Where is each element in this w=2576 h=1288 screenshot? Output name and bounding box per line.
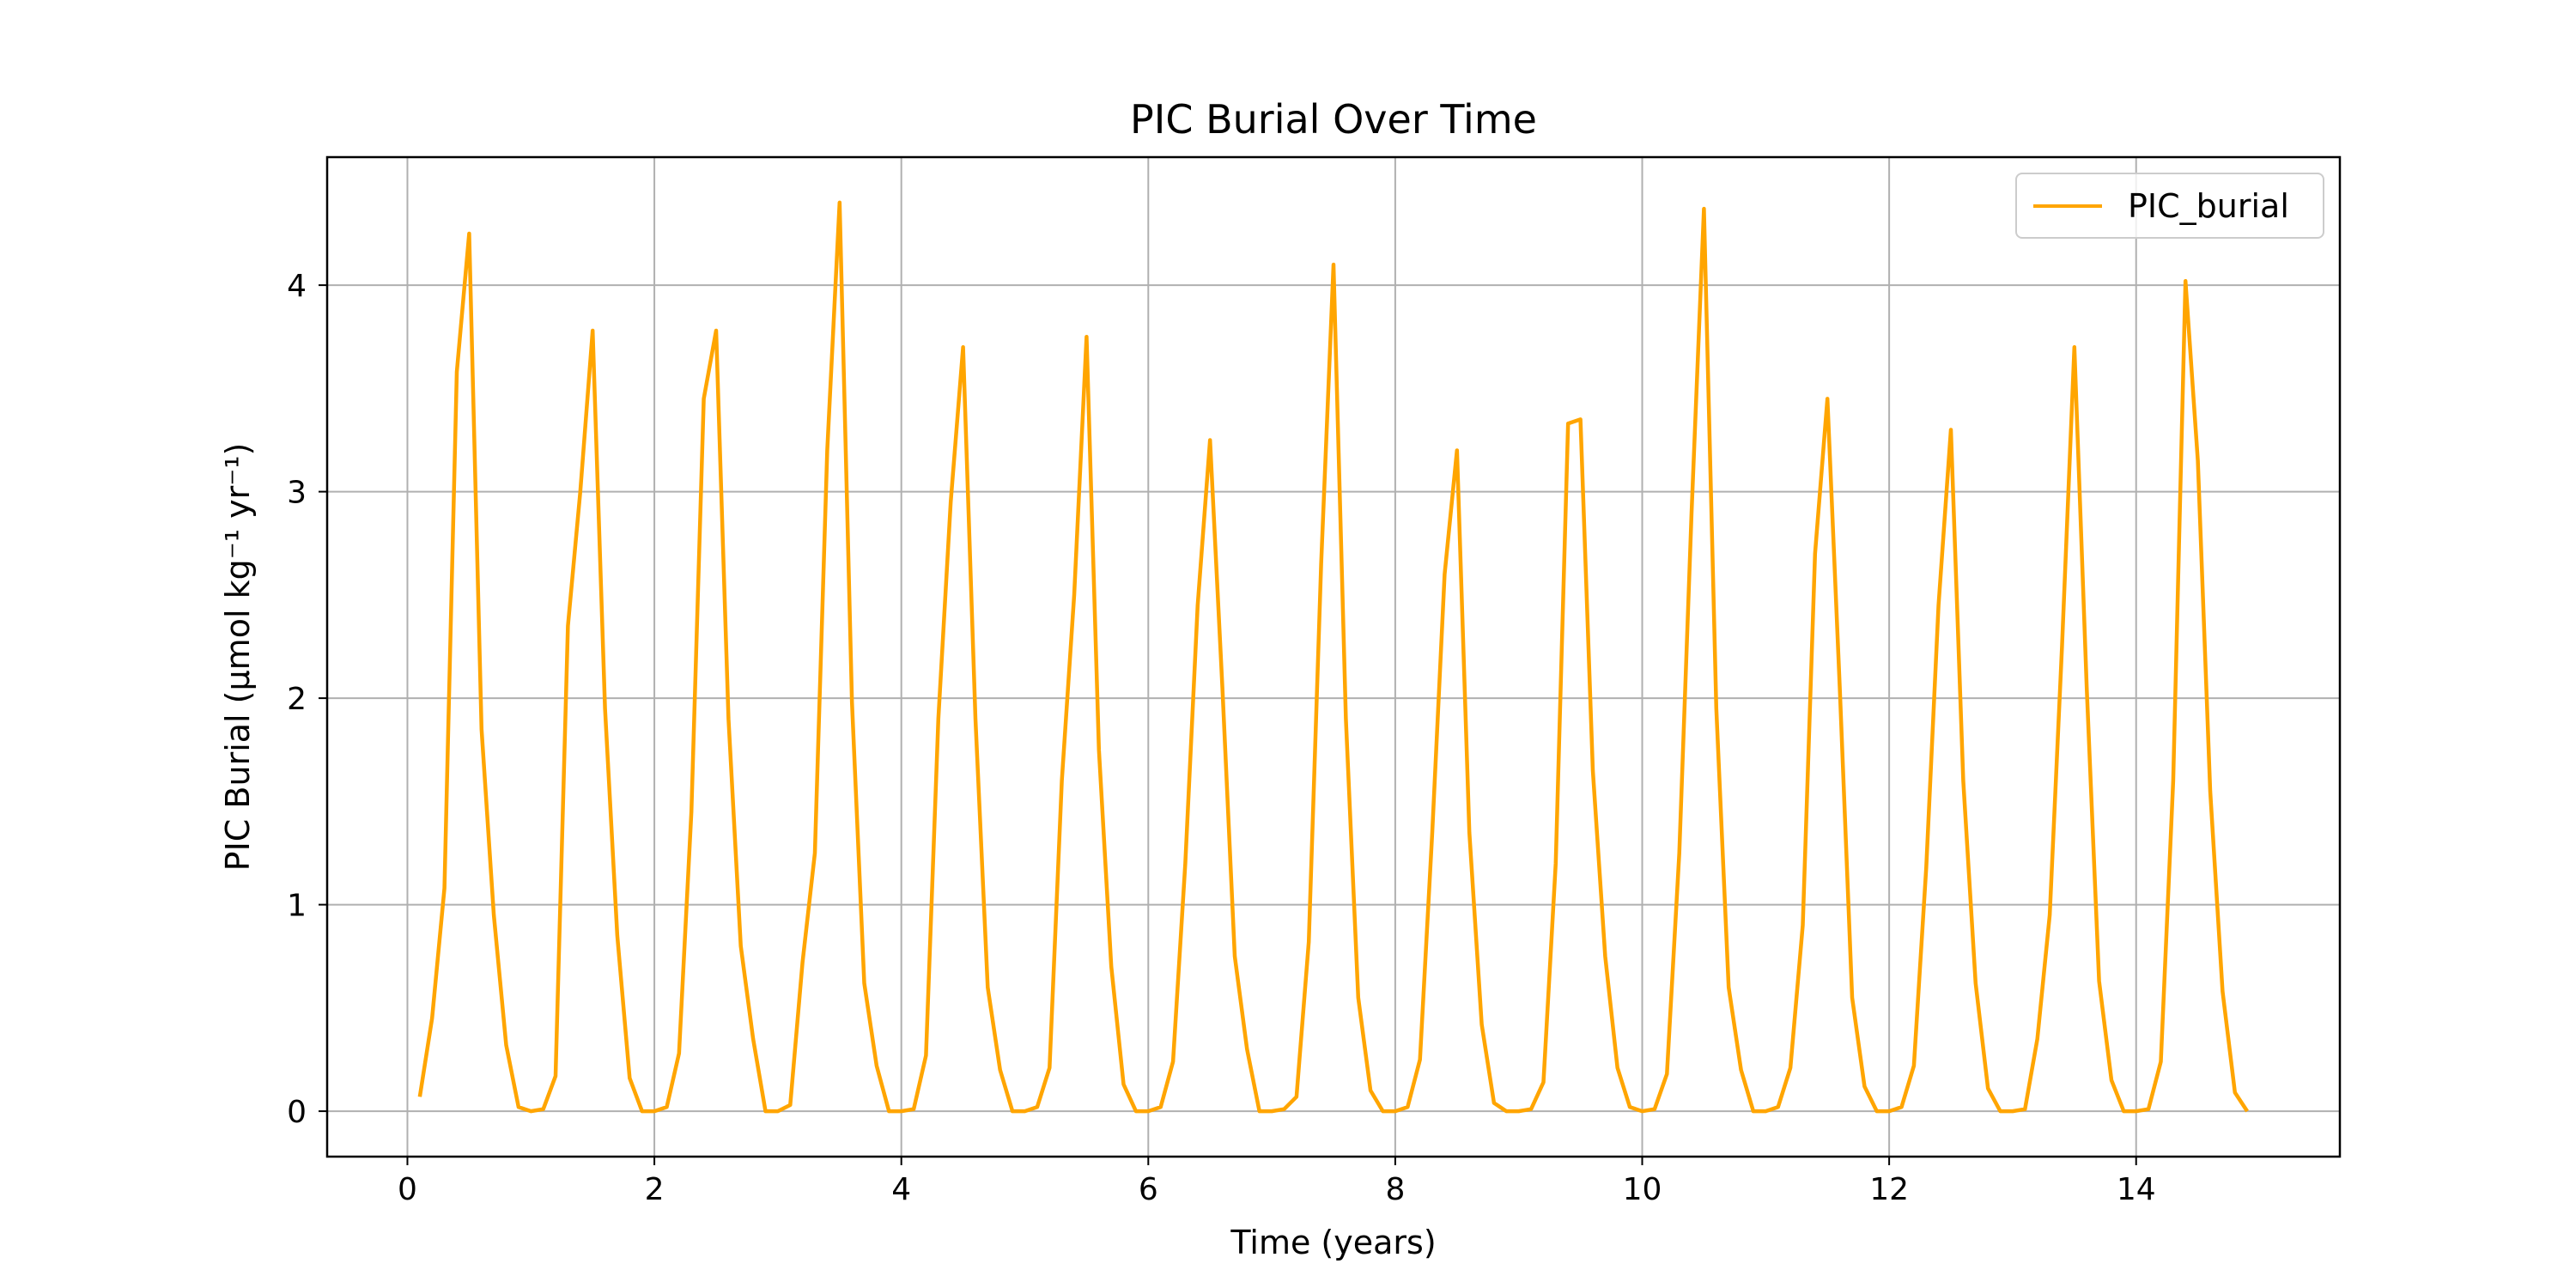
x-tick-label: 10	[1623, 1172, 1662, 1207]
y-tick-label: 4	[287, 269, 307, 304]
x-tick-label: 8	[1385, 1172, 1405, 1207]
y-axis-label: PIC Burial (μmol kg⁻¹ yr⁻¹)	[219, 443, 257, 872]
plot-frame	[325, 155, 2342, 1158]
x-tick-label: 2	[645, 1172, 665, 1207]
x-tick-label: 6	[1139, 1172, 1158, 1207]
y-tick-label: 3	[287, 476, 307, 511]
x-tick-label: 0	[398, 1172, 417, 1207]
chart-title: PIC Burial Over Time	[1130, 96, 1537, 143]
x-tick-label: 12	[1869, 1172, 1909, 1207]
y-tick-label: 2	[287, 682, 307, 717]
series-layer	[417, 200, 2249, 1114]
legend-label: PIC_burial	[2128, 187, 2289, 225]
series-line-PIC_burial	[417, 200, 2249, 1114]
y-tick-label: 1	[287, 889, 307, 924]
x-axis-label: Time (years)	[1230, 1224, 1436, 1261]
grid	[327, 157, 2340, 1157]
legend-box	[2015, 173, 2324, 239]
y-tick-label: 0	[287, 1095, 307, 1130]
x-tick-label: 4	[891, 1172, 911, 1207]
x-tick-label: 14	[2117, 1172, 2156, 1207]
legend: PIC_burial	[2015, 173, 2324, 239]
